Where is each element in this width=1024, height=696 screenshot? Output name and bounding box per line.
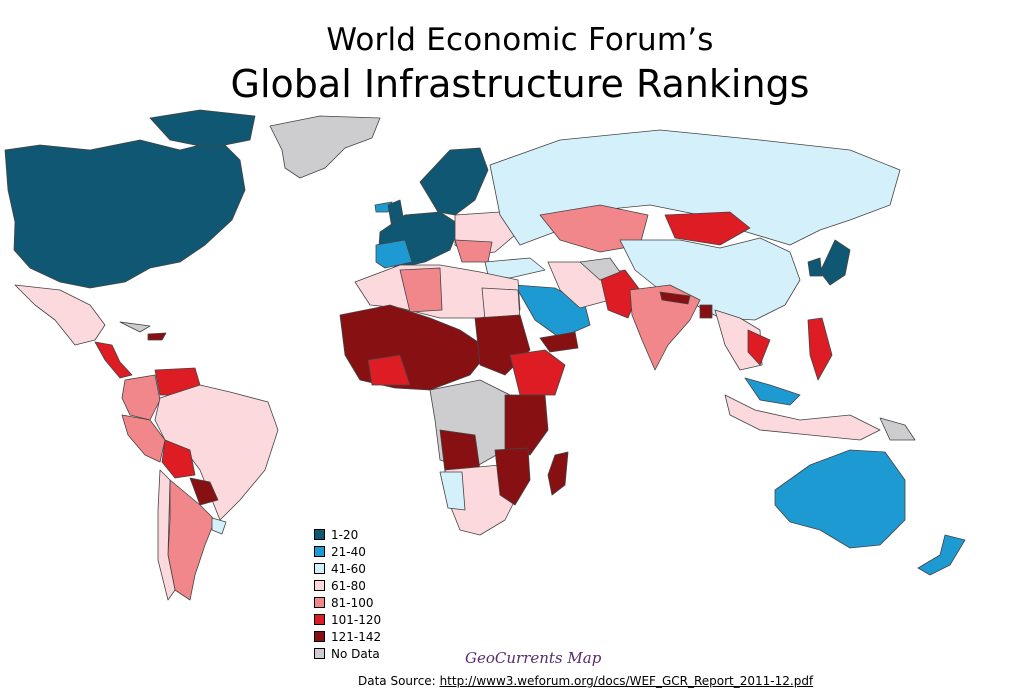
legend-swatch (314, 631, 325, 642)
legend-swatch (314, 648, 325, 659)
region-madagascar (547, 451, 569, 496)
region-ethiopia (509, 349, 566, 396)
data-source-prefix: Data Source: (358, 674, 436, 688)
region-afghanistan (579, 257, 621, 281)
legend-item: 101-120 (314, 611, 381, 628)
region-chile (157, 469, 176, 601)
region-iberia (375, 239, 413, 269)
legend-item: 61-80 (314, 577, 381, 594)
legend-swatch (314, 563, 325, 574)
legend-swatch (314, 529, 325, 540)
legend-item: 41-60 (314, 560, 381, 577)
legend-swatch (314, 614, 325, 625)
region-west-coast (367, 354, 411, 386)
region-east-africa (504, 394, 549, 456)
legend-label: 41-60 (331, 561, 366, 576)
region-new-zealand (917, 534, 966, 576)
region-nepal (659, 291, 691, 305)
region-bolivia (161, 439, 196, 479)
region-arctic-islands (149, 109, 256, 149)
legend-item: 21-40 (314, 543, 381, 560)
region-north-america (4, 139, 246, 289)
legend-swatch (314, 580, 325, 591)
region-paraguay (189, 477, 219, 506)
region-mongolia (664, 211, 751, 246)
region-india (629, 284, 701, 371)
legend-item: 1-20 (314, 526, 381, 543)
title-line-1: World Economic Forum’s (326, 22, 714, 58)
region-greenland (269, 115, 381, 179)
legend-item: 81-100 (314, 594, 381, 611)
region-angola (439, 429, 481, 473)
region-mozambique (494, 447, 531, 506)
legend-label: 1-20 (331, 527, 359, 542)
legend-label: 81-100 (331, 595, 374, 610)
map-credit: GeoCurrents Map (465, 649, 602, 667)
region-turkey (484, 257, 546, 279)
region-algeria (399, 267, 443, 313)
region-uruguay (211, 517, 227, 535)
region-caribbean (119, 321, 151, 333)
region-colombia (121, 374, 161, 421)
legend: 1-20 21-40 41-60 61-80 81-100 101-120 12… (314, 526, 381, 662)
legend-label: 61-80 (331, 578, 366, 593)
region-japan (819, 239, 851, 286)
region-scandinavia (419, 147, 489, 216)
region-korea (807, 257, 823, 277)
legend-label: 121-142 (331, 629, 382, 644)
region-argentina (167, 479, 216, 601)
legend-label: 101-120 (331, 612, 382, 627)
title-line-2: Global Infrastructure Rankings (230, 62, 810, 106)
region-philippines (807, 317, 833, 381)
legend-label: 21-40 (331, 544, 366, 559)
legend-item: No Data (314, 645, 381, 662)
legend-swatch (314, 546, 325, 557)
region-png (879, 417, 916, 441)
region-central-america (94, 341, 133, 379)
region-vietnam (747, 329, 771, 366)
region-indonesia (724, 394, 881, 441)
region-mexico (14, 284, 106, 346)
region-iceland (374, 201, 393, 213)
region-australia (774, 449, 906, 549)
region-balkans (454, 239, 493, 263)
region-yemen (539, 331, 579, 353)
data-source-link[interactable]: http://www3.weforum.org/docs/WEF_GCR_Rep… (439, 674, 814, 688)
region-bangladesh (699, 304, 713, 319)
data-source: Data Source: http://www3.weforum.org/doc… (358, 674, 813, 688)
legend-item: 121-142 (314, 628, 381, 645)
legend-swatch (314, 597, 325, 608)
region-namibia (439, 471, 466, 511)
region-hispaniola (147, 332, 167, 341)
legend-label: No Data (331, 646, 380, 661)
region-peru (121, 414, 166, 463)
region-russia (489, 129, 901, 246)
region-malaysia (744, 377, 801, 406)
